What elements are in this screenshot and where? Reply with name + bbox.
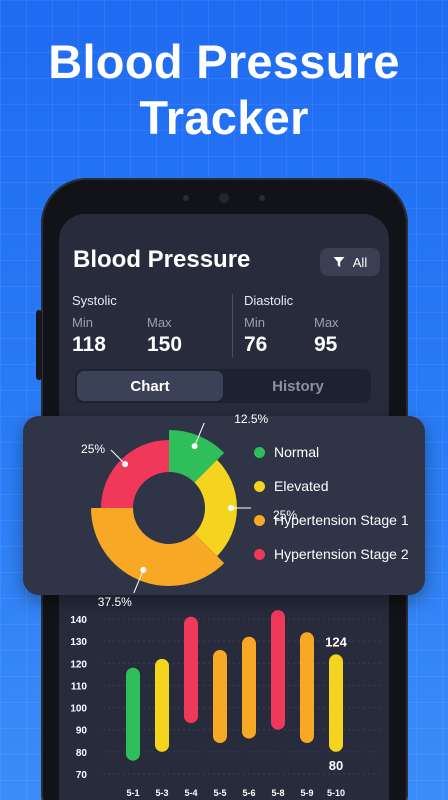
- promo-headline: Blood Pressure Tracker: [0, 34, 448, 146]
- range-bar-5-9: [300, 632, 314, 743]
- range-bar-5-6: [242, 636, 256, 739]
- stats-divider: [232, 294, 233, 358]
- legend-item-stage1: Hypertension Stage 1: [254, 512, 409, 528]
- donut-leader-line-normal: [194, 422, 205, 447]
- systolic-label: Systolic: [72, 293, 117, 308]
- systolic-min-label: Min: [72, 315, 93, 330]
- range-bar-5-1: [126, 667, 140, 761]
- legend-item-normal: Normal: [254, 444, 319, 460]
- y-tick-label: 80: [76, 748, 88, 759]
- pct-label-stage2: 25%: [81, 442, 106, 457]
- diastolic-label: Diastolic: [244, 293, 294, 308]
- x-tick-label: 5-10: [327, 788, 345, 798]
- diastolic-max-label: Max: [314, 315, 339, 330]
- diastolic-max-value: 95: [314, 333, 338, 356]
- bar-high-annotation: 124: [325, 634, 347, 649]
- legend-dot-normal: [254, 446, 265, 458]
- systolic-min-value: 118: [72, 333, 106, 356]
- range-bar-5-5: [213, 650, 227, 743]
- x-tick-label: 5-8: [271, 788, 284, 798]
- pct-label-normal: 12.5%: [234, 412, 269, 426]
- range-bar-5-10: [329, 654, 343, 752]
- distribution-donut-chart: [91, 422, 251, 594]
- range-bar-5-8: [271, 610, 285, 730]
- filter-label: All: [352, 254, 368, 270]
- legend-dot-stage2: [254, 548, 265, 560]
- legend-label-stage1: Hypertension Stage 1: [274, 512, 409, 528]
- legend-label-normal: Normal: [274, 444, 320, 460]
- y-tick-label: 140: [70, 615, 87, 626]
- legend-dot-elevated: [254, 480, 265, 492]
- x-tick-label: 5-9: [300, 788, 313, 798]
- pct-label-stage1: 37.5%: [97, 594, 132, 609]
- phone-side-button: [36, 310, 42, 380]
- legend-label-stage2: Hypertension Stage 2: [274, 546, 409, 562]
- tab-chart[interactable]: Chart: [77, 371, 223, 401]
- donut-slice-elevated: [194, 459, 237, 557]
- phone-earpiece: [183, 193, 265, 203]
- legend-dot-stage1: [254, 514, 265, 526]
- y-tick-label: 110: [71, 681, 88, 692]
- donut-leader-dot-stage2: [122, 461, 129, 468]
- tab-history[interactable]: History: [272, 377, 324, 395]
- systolic-max-value: 150: [147, 333, 183, 356]
- x-tick-label: 5-5: [213, 788, 226, 798]
- x-tick-label: 5-1: [126, 788, 139, 798]
- donut-slice-stage2: [101, 440, 169, 508]
- headline-line-1: Blood Pressure: [48, 35, 400, 88]
- legend-label-elevated: Elevated: [274, 478, 329, 494]
- bar-low-annotation: 80: [329, 758, 343, 773]
- y-tick-label: 130: [70, 637, 87, 648]
- y-tick-label: 120: [70, 659, 87, 670]
- pressure-range-bar-chart: 70 80 90 100 110 120 130 140 5-1 5-3 5-4 5-5 5-6 5-8 5…: [70, 610, 381, 798]
- donut-leader-dot-normal: [191, 443, 198, 450]
- y-tick-label: 100: [70, 704, 87, 715]
- filter-button[interactable]: All: [320, 248, 380, 276]
- x-tick-label: 5-3: [155, 788, 168, 798]
- donut-slice-stage1: [91, 508, 225, 586]
- donut-slice-normal: [169, 430, 225, 483]
- filter-icon: [333, 257, 345, 267]
- legend-item-stage2: Hypertension Stage 2: [254, 546, 409, 562]
- diastolic-min-label: Min: [244, 315, 265, 330]
- headline-line-2: Tracker: [139, 91, 309, 144]
- diastolic-min-value: 76: [244, 333, 268, 356]
- donut-leader-line-stage1: [133, 569, 144, 594]
- donut-leader-dot-elevated: [228, 505, 234, 511]
- page-title: Blood Pressure: [73, 246, 251, 273]
- x-tick-label: 5-4: [184, 788, 197, 798]
- y-tick-label: 70: [76, 770, 88, 781]
- donut-leader-line-stage2: [110, 449, 126, 465]
- view-tabs: Chart History: [75, 369, 371, 403]
- pct-label-elevated: 25%: [273, 508, 298, 522]
- range-bar-5-3: [155, 658, 169, 752]
- legend-item-elevated: Elevated: [254, 478, 328, 494]
- y-tick-label: 90: [76, 726, 88, 737]
- donut-leader-dot-stage1: [140, 566, 147, 573]
- systolic-max-label: Max: [147, 315, 172, 330]
- x-tick-label: 5-6: [242, 788, 255, 798]
- range-bar-5-4: [184, 616, 198, 724]
